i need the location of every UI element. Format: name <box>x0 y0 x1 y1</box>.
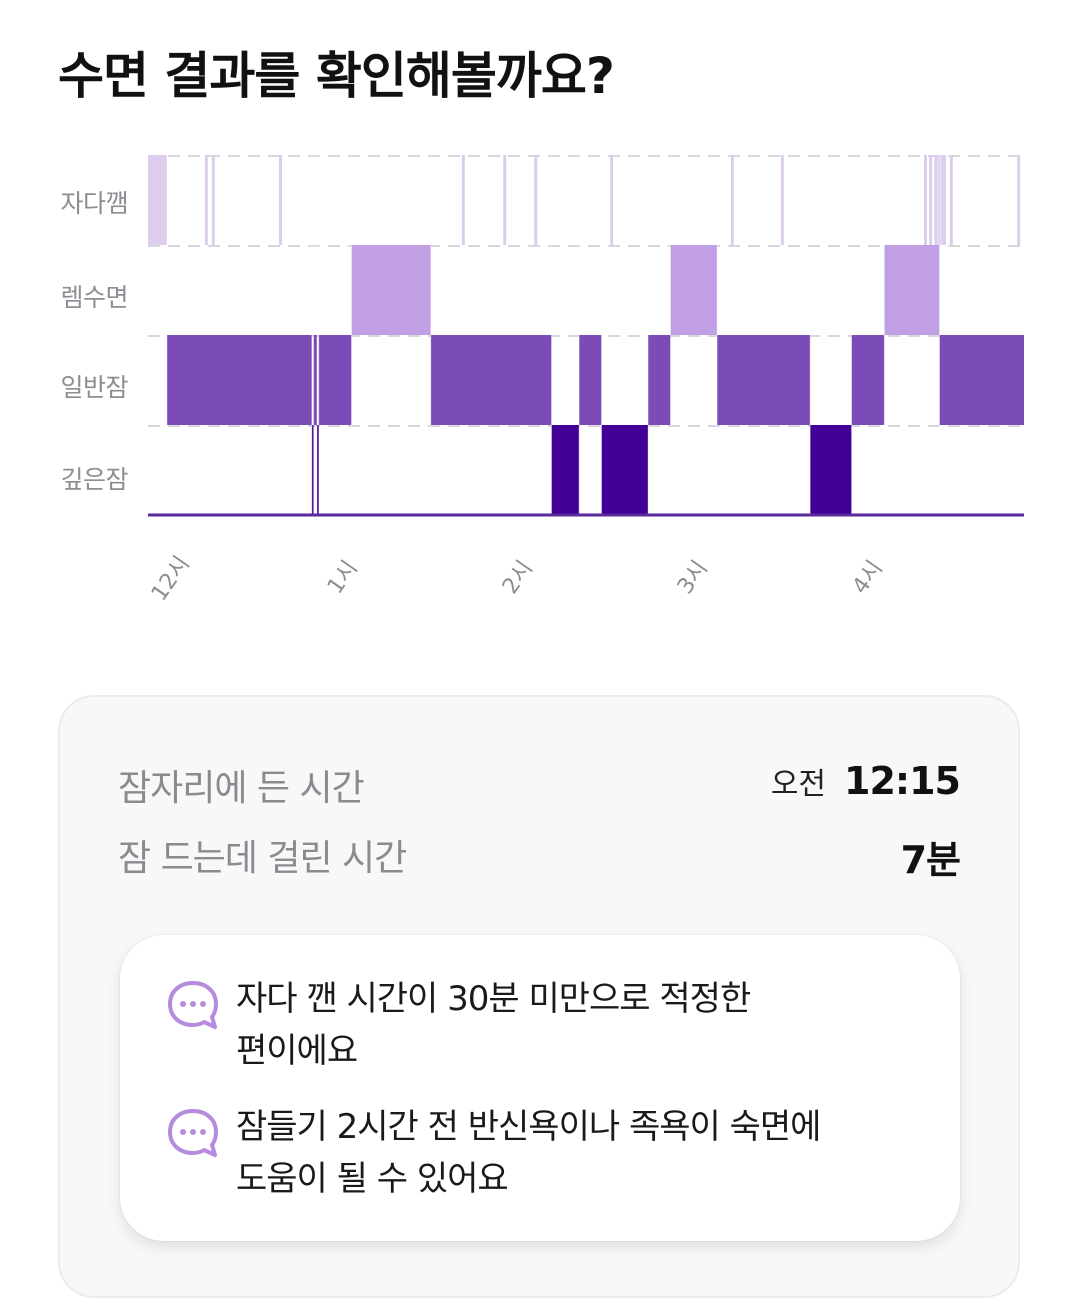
tips-box: 자다 깬 시간이 30분 미만으로 적정한 편이에요 잠들기 2시간 전 반신욕… <box>120 935 960 1241</box>
awake-mark <box>942 155 946 245</box>
stage-segment <box>670 245 718 335</box>
stage-segment <box>316 425 319 515</box>
awake-mark <box>949 155 953 245</box>
tip-line: 잠들기 2시간 전 반신욕이나 족욕이 숙면에 <box>236 1107 821 1147</box>
stage-segment <box>601 425 649 515</box>
tip-line: 자다 깬 시간이 30분 미만으로 적정한 <box>236 979 751 1019</box>
x-label-12: 12시 <box>146 551 196 606</box>
x-label-4: 4시 <box>847 556 889 599</box>
awake-mark <box>923 155 927 245</box>
page-title: 수면 결과를 확인해볼까요? <box>58 47 615 105</box>
y-label-awake: 자다깸 <box>60 189 128 218</box>
x-label-1: 1시 <box>322 556 364 599</box>
bedtime-row: 잠자리에 든 시간 오전 12:15 <box>118 759 961 809</box>
awake-mark <box>211 155 215 245</box>
stage-segment <box>810 425 852 515</box>
bedtime-value-group: 오전 12:15 <box>770 759 961 803</box>
sleep-stage-chart: 자다깸 렘수면 일반잠 깊은잠 12시 1시 2시 3시 4시 <box>0 140 1080 610</box>
awake-mark <box>534 155 538 245</box>
awake-mark <box>610 155 614 245</box>
latency-value-group: 7분 <box>900 829 961 884</box>
bedtime-value: 12:15 <box>844 759 961 803</box>
stage-segment <box>311 425 314 515</box>
awake-mark <box>204 155 208 245</box>
stage-segment <box>313 335 317 425</box>
y-label-deep: 깊은잠 <box>60 465 128 494</box>
stage-segment <box>851 335 885 425</box>
x-label-2: 2시 <box>497 556 539 599</box>
y-label-light: 일반잠 <box>60 373 128 402</box>
awake-mark <box>1017 155 1021 245</box>
stage-segment <box>717 335 811 425</box>
sleep-plot <box>148 155 1024 517</box>
bedtime-label: 잠자리에 든 시간 <box>118 768 365 809</box>
stage-segment <box>430 335 552 425</box>
tip-line: 편이에요 <box>236 1031 358 1071</box>
x-label-3: 3시 <box>672 556 714 599</box>
awake-mark <box>934 155 938 245</box>
latency-label: 잠 드는데 걸린 시간 <box>118 838 407 879</box>
latency-row: 잠 드는데 걸린 시간 7분 <box>118 829 961 882</box>
stage-segment <box>351 245 431 335</box>
awake-mark <box>730 155 734 245</box>
stage-segment <box>939 335 1024 425</box>
stage-segment <box>148 155 167 245</box>
tip-text: 자다 깬 시간이 30분 미만으로 적정한 편이에요 <box>236 973 920 1077</box>
awake-mark <box>780 155 784 245</box>
awake-mark <box>279 155 283 245</box>
stage-segment <box>648 335 671 425</box>
stage-segment <box>318 335 352 425</box>
tip-text: 잠들기 2시간 전 반신욕이나 족욕이 숙면에 도움이 될 수 있어요 <box>236 1101 920 1205</box>
sleep-summary-card: 잠자리에 든 시간 오전 12:15 잠 드는데 걸린 시간 7분 자다 깬 시… <box>58 695 1020 1298</box>
awake-mark <box>941 155 945 245</box>
latency-value: 7분 <box>900 838 961 882</box>
bedtime-ampm: 오전 <box>770 767 827 802</box>
awake-mark <box>929 155 933 245</box>
awake-mark <box>937 155 941 245</box>
stage-segment <box>166 335 312 425</box>
chat-bubble-icon <box>168 981 218 1029</box>
tip-line: 도움이 될 수 있어요 <box>236 1159 509 1199</box>
awake-mark <box>503 155 507 245</box>
stage-segment <box>579 335 602 425</box>
awake-mark <box>461 155 465 245</box>
stage-segment <box>884 245 940 335</box>
y-label-rem: 렘수면 <box>60 283 128 312</box>
stage-segment <box>551 425 580 515</box>
chat-bubble-icon <box>168 1109 218 1157</box>
